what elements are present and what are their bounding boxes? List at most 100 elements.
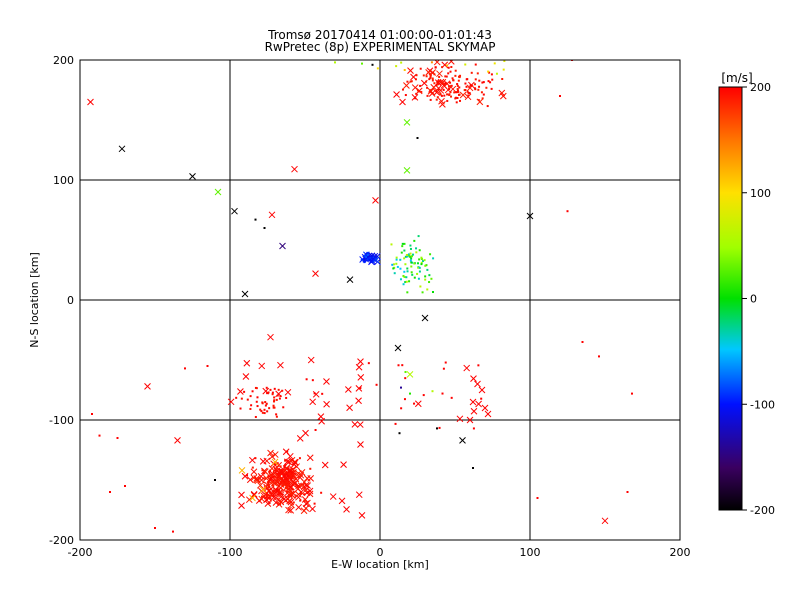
data-point-cross [456,415,464,423]
data-point-dot [263,408,266,411]
colorbar-tick-label: 0 [750,293,757,306]
data-point-dot [273,387,276,390]
data-point-cross [321,461,329,469]
data-point-cross [415,87,423,95]
data-point-dot [395,262,398,265]
data-point-dot [249,395,252,398]
data-point-cross [403,82,410,89]
data-point-dot [456,83,459,86]
data-point-cross [285,506,292,514]
x-tick-label: -200 [68,546,93,559]
data-point-dot [631,392,633,395]
data-point-dot [279,503,282,506]
data-point-dot [456,89,459,92]
data-point-dot [430,61,433,64]
data-point-dot [474,78,477,81]
data-point-cross [292,458,299,466]
data-point-cross [470,407,478,415]
data-point-dot [392,267,395,270]
data-point-dot [420,256,423,259]
data-point-cross [302,500,310,508]
data-point-dot [370,258,373,261]
data-point-dot [416,262,419,265]
data-point-dot [432,257,435,260]
data-point-cross [425,68,432,76]
data-point-cross [241,290,249,298]
data-point-dot [436,427,438,430]
data-point-cross [323,400,330,408]
data-point-dot [581,341,584,343]
data-point-cross [303,474,311,482]
data-point-cross [302,429,309,437]
data-point-cross [214,188,222,196]
data-point-cross [406,371,414,378]
data-point-dot [411,273,414,276]
data-point-dot [369,256,372,259]
data-point-cross [318,417,325,425]
data-point-cross [287,507,295,514]
data-point-cross [459,437,466,444]
chart-title: Tromsø 20170414 01:00:00-01:01:43 [267,28,492,42]
data-point-dot [276,394,279,397]
data-point-dot [439,93,442,96]
grid-lines [80,60,680,540]
data-point-dot [412,253,415,256]
data-point-dot [487,80,490,83]
data-point-dot [400,61,403,64]
data-point-cross [484,410,492,418]
y-tick-label: -200 [49,534,74,547]
data-point-dot [396,265,399,268]
data-point-cross [278,467,285,475]
data-point-cross [359,256,366,263]
data-point-cross [346,276,354,283]
data-point-dot [426,86,429,89]
data-point-dot [313,392,316,395]
data-point-dot [436,96,439,99]
data-point-cross [253,476,261,484]
data-point-cross [295,493,302,501]
data-point-dot [276,488,279,491]
data-point-dot [403,270,406,273]
data-point-dot [486,105,489,108]
data-point-dot [422,74,425,77]
data-point-dot [279,477,282,480]
data-point-dot [416,89,419,92]
data-point-dot [626,491,629,493]
data-point-dot [243,390,246,393]
data-point-cross [246,476,254,484]
data-point-cross [259,486,267,493]
data-point-dot [488,71,491,74]
data-point-dot [276,462,279,465]
data-point-cross [174,437,181,444]
data-point-dot [410,265,413,268]
data-point-dot [91,413,93,415]
data-point-dot [429,253,432,256]
data-point-dot [425,80,428,83]
data-point-cross [301,496,309,503]
data-point-dot [399,278,402,281]
data-point-dot [482,81,485,84]
data-point-dot [438,75,441,78]
data-point-dot [465,78,468,81]
data-point-dot [269,497,272,500]
data-point-dot [464,63,467,66]
data-point-dot [401,88,404,91]
data-point-cross [474,380,481,388]
data-point-cross [268,211,276,219]
data-point-dot [264,401,267,404]
data-point-dot [446,99,449,102]
data-point-cross [436,70,443,78]
data-point-dot [260,495,263,498]
data-point-dot [473,83,476,86]
data-point-dot [275,469,278,472]
data-point-dot [417,277,420,280]
data-point-dot [418,266,421,269]
data-point-dot [273,406,276,409]
data-point-cross [242,373,250,380]
data-point-dot [284,459,287,462]
data-point-dot [395,65,398,68]
data-point-dot [271,393,274,396]
data-point-dot [495,72,498,75]
data-point-cross [256,481,264,489]
data-point-dot [448,93,451,96]
